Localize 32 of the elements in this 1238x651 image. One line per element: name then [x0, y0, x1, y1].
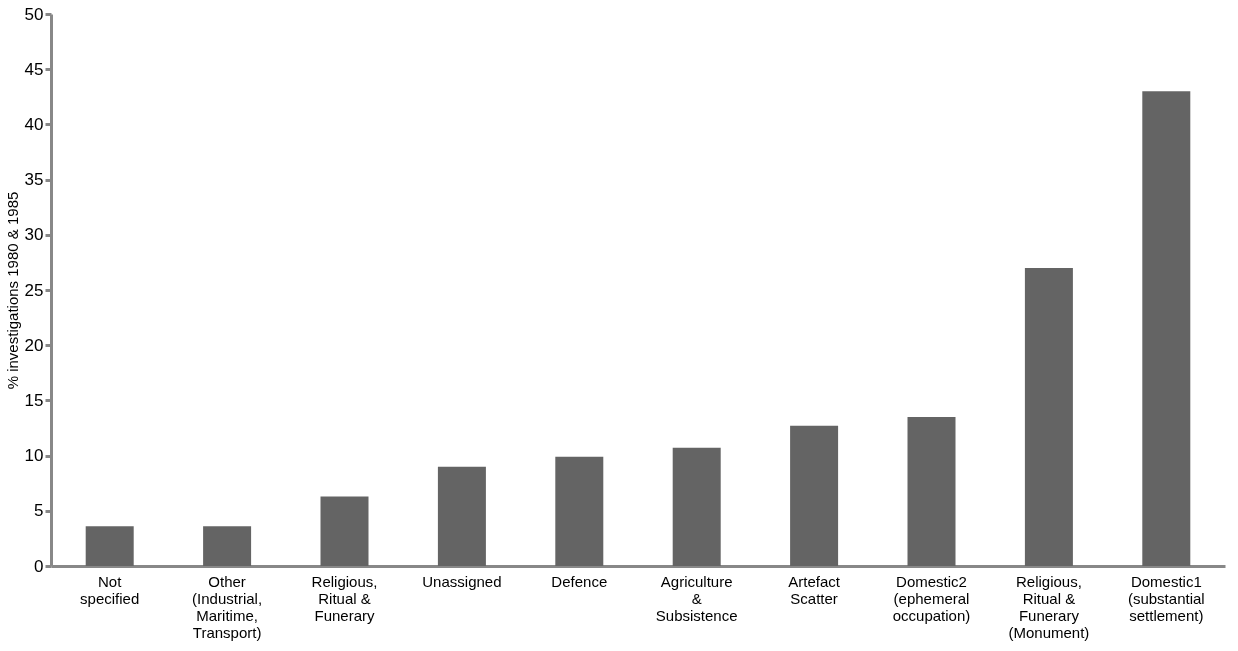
y-tick-label: 0	[34, 556, 44, 576]
y-tick-label: 15	[24, 390, 44, 410]
bar	[1142, 91, 1191, 566]
bar	[555, 456, 604, 566]
x-tick-label: Defence	[551, 572, 608, 590]
bar	[907, 416, 956, 566]
y-tick-label: 40	[24, 114, 44, 134]
bar	[437, 466, 486, 566]
bar	[203, 526, 252, 566]
x-tick-label: Not specified	[80, 572, 140, 607]
bar	[320, 496, 369, 566]
y-tick-label: 20	[24, 335, 44, 355]
y-tick-label: 50	[24, 4, 44, 24]
x-tick-label: Artefact Scatter	[788, 572, 841, 607]
y-tick-label: 35	[24, 170, 44, 190]
x-tick-label: Religious, Ritual & Funerary (Monument)	[1008, 572, 1090, 641]
x-tick-label: Domestic2 (ephemeral occupation)	[892, 572, 971, 624]
x-tick-label: Agriculture & Subsistence	[655, 572, 738, 624]
x-tick-label: Religious, Ritual & Funerary	[311, 572, 378, 624]
bar	[790, 425, 839, 566]
bar	[672, 447, 721, 566]
y-tick-label: 5	[34, 501, 44, 521]
y-tick-label: 45	[24, 59, 44, 79]
x-tick-label: Domestic1 (substantial settlement)	[1127, 572, 1205, 624]
x-tick-label: Unassigned	[422, 572, 502, 590]
bar	[85, 526, 134, 566]
y-tick-label: 25	[24, 280, 44, 300]
y-tick-label: 10	[24, 446, 44, 466]
y-axis-title: % investigations 1980 & 1985	[3, 191, 21, 390]
bar	[1024, 267, 1073, 566]
y-tick-label: 30	[24, 225, 44, 245]
x-tick-label: Other (Industrial, Maritime, Transport)	[192, 572, 263, 641]
